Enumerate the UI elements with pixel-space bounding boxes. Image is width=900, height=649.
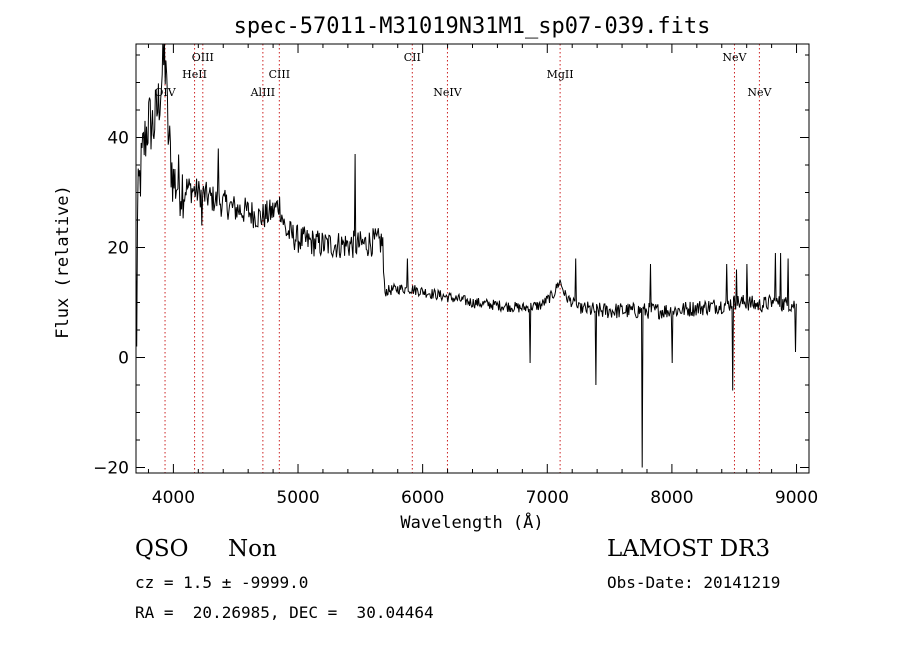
- line-label-1: HeII: [182, 68, 207, 81]
- survey-name: LAMOST DR3: [607, 536, 771, 562]
- spectrum-line: [136, 44, 797, 468]
- redshift-readout: cz = 1.5 ± -9999.0: [135, 573, 309, 592]
- line-label-8: NeV: [722, 51, 747, 64]
- x-axis-label: Wavelength (Å): [400, 511, 543, 533]
- x-tick-label: 9000: [775, 488, 818, 508]
- x-tick-label: 7000: [526, 488, 569, 508]
- line-label-3: AlIII: [250, 86, 276, 99]
- plot-frame: [135, 43, 810, 474]
- coordinates: RA = 20.26985, DEC = 30.04464: [135, 603, 434, 622]
- line-label-7: MgII: [547, 68, 574, 81]
- line-label-9: NeV: [747, 86, 772, 99]
- x-tick-label: 4000: [152, 488, 195, 508]
- y-tick-label: −20: [93, 459, 129, 479]
- x-tick-label: 6000: [401, 488, 444, 508]
- obs-date: Obs-Date: 20141219: [607, 573, 781, 592]
- line-label-5: CII: [404, 51, 421, 64]
- line-label-6: NeIV: [433, 86, 462, 99]
- y-tick-label: 0: [118, 349, 129, 369]
- axes: 4000 5000 6000 7000 8000 9000 −20 0 20 40: [93, 44, 818, 508]
- chart-title: spec-57011-M31019N31M1_sp07-039.fits: [234, 14, 711, 39]
- y-tick-label: 40: [107, 129, 129, 149]
- object-subclass: Non: [228, 536, 277, 562]
- x-tick-label: 8000: [650, 488, 693, 508]
- line-label-2: OIII: [192, 51, 214, 64]
- x-tick-label: 5000: [276, 488, 319, 508]
- object-class: QSO: [135, 536, 189, 562]
- y-tick-label: 20: [107, 239, 129, 259]
- plot-area: OIV HeII OIII AlIII CIII CII NeIV MgII NeV NeV: [136, 44, 797, 473]
- y-axis-label: Flux (relative): [53, 185, 73, 339]
- line-label-0: OIV: [154, 86, 176, 99]
- line-label-4: CIII: [269, 68, 290, 81]
